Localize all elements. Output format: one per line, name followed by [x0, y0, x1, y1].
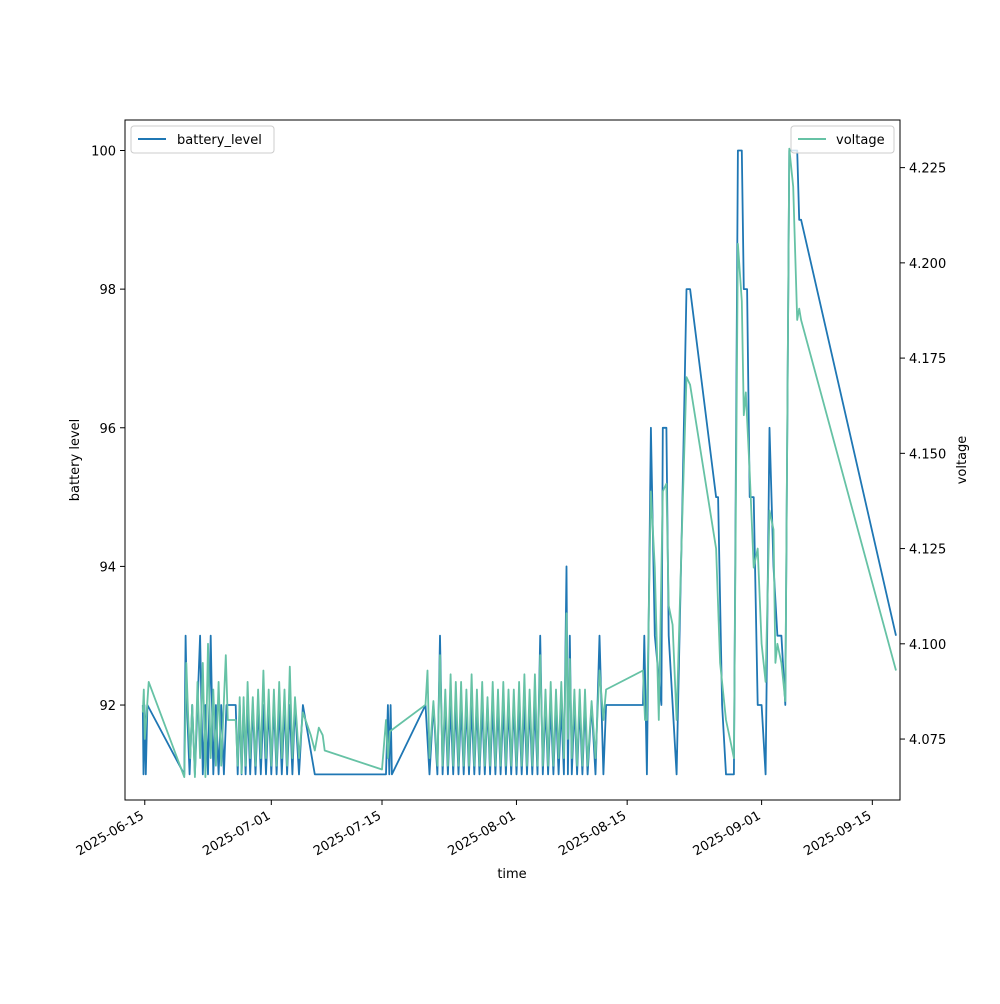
series-line-voltage	[141, 147, 897, 778]
y2-tick-label: 4.225	[909, 162, 946, 177]
y-tick-label: 100	[91, 144, 116, 159]
y2-tick-label: 4.150	[909, 447, 946, 462]
legend-label-voltage: voltage	[836, 133, 885, 148]
y2-axis-label: voltage	[955, 436, 970, 485]
y2-tick-label: 4.200	[909, 257, 946, 272]
legend-voltage: voltage	[790, 125, 895, 154]
x-axis-label: time	[497, 867, 526, 882]
y-tick-label: 96	[99, 422, 116, 437]
y2-tick-label: 4.075	[909, 733, 946, 748]
y-tick-label: 92	[99, 699, 116, 714]
legend-label-battery-level: battery_level	[177, 133, 262, 148]
y-axis-label: battery level	[68, 419, 83, 502]
y-tick-label: 98	[99, 283, 116, 298]
legend-battery-level: battery_level	[130, 125, 275, 154]
legend-box	[790, 125, 895, 154]
y2-tick-label: 4.125	[909, 543, 946, 558]
plot-area	[125, 120, 900, 800]
legend-box	[130, 125, 275, 154]
y2-tick-label: 4.100	[909, 638, 946, 653]
plot-frame	[124, 119, 901, 801]
y2-tick-label: 4.175	[909, 352, 946, 367]
y-tick-label: 94	[99, 560, 116, 575]
series-layer	[141, 147, 897, 778]
